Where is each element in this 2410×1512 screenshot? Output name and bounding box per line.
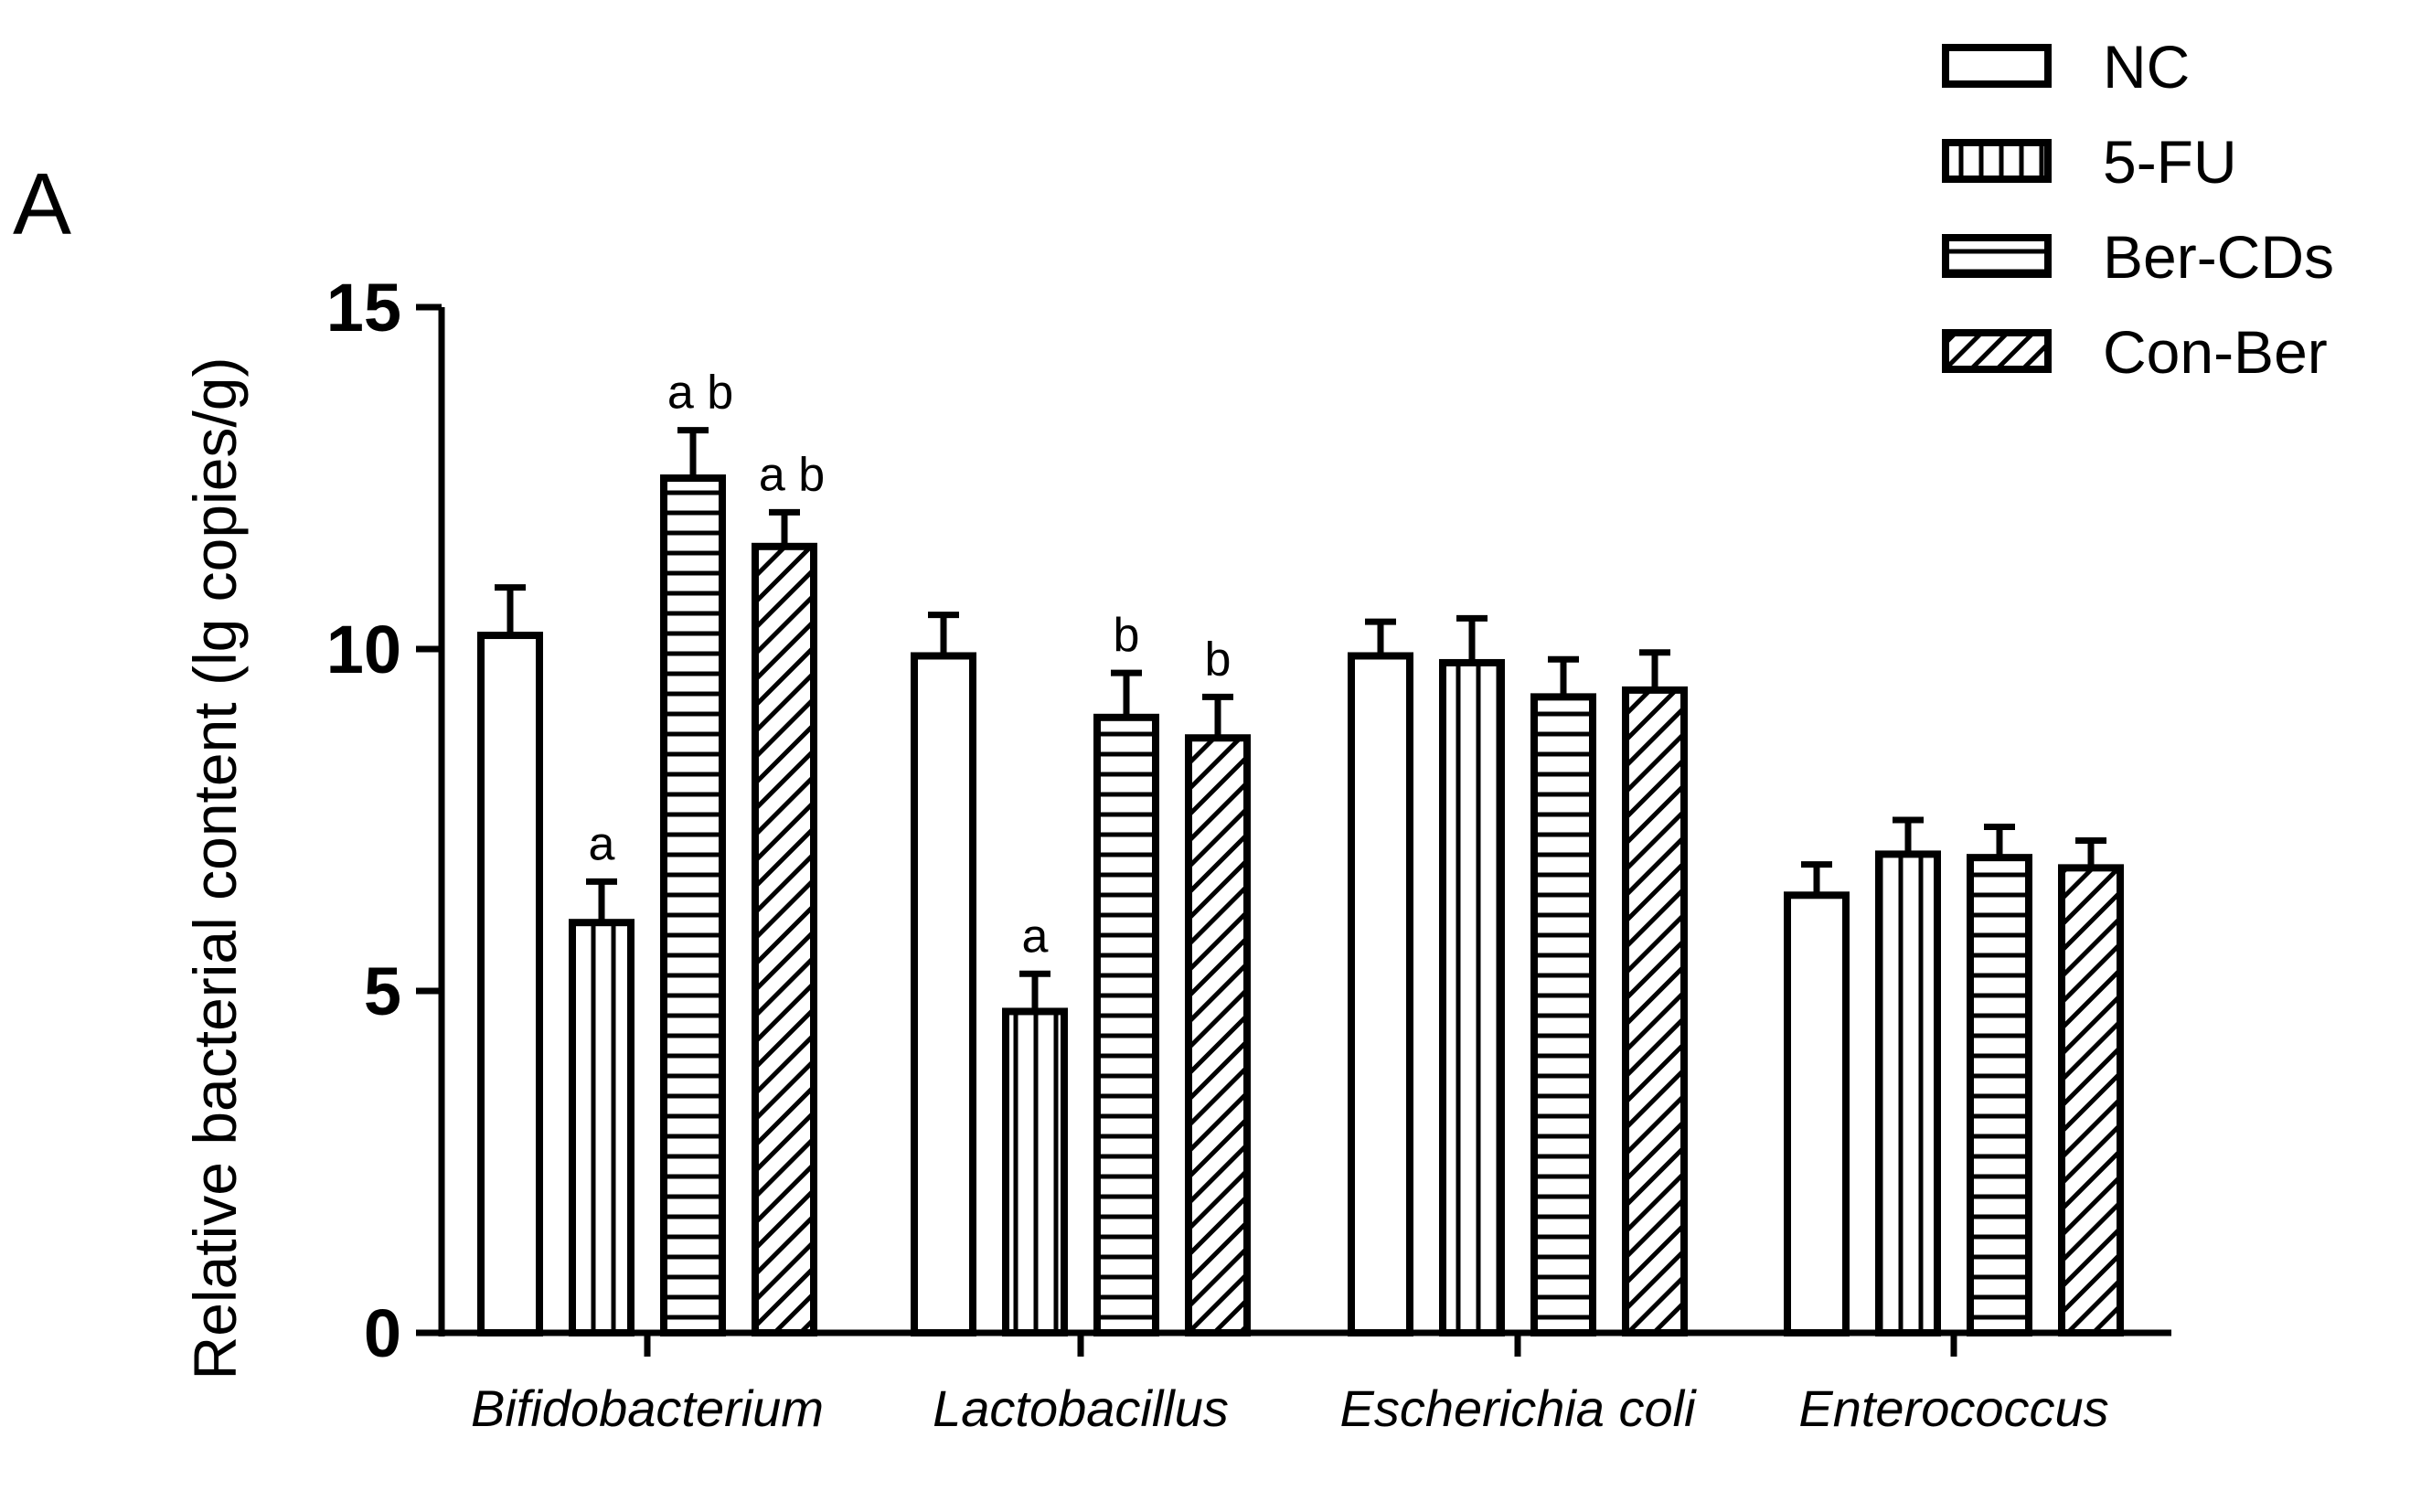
legend-label: Ber-CDs: [2103, 223, 2334, 291]
x-tick-label: Enterococcus: [1798, 1379, 2108, 1437]
bar: [1093, 713, 1159, 1336]
significance-label: a: [1022, 910, 1049, 963]
bar: [569, 919, 634, 1336]
bar: [911, 652, 976, 1336]
bar: [1185, 734, 1251, 1336]
bar: [752, 542, 817, 1336]
panel-label: A: [13, 155, 71, 253]
bar: [660, 474, 726, 1336]
significance-label: b: [1205, 633, 1232, 686]
legend-label: 5-FU: [2103, 128, 2237, 196]
x-tick-label: Lactobacillus: [933, 1379, 1229, 1437]
bar: [477, 632, 543, 1336]
y-tick-label: 5: [364, 953, 401, 1029]
bar: [1622, 686, 1688, 1336]
legend-label: Con-Ber: [2103, 318, 2328, 386]
x-tick-label: Bifidobacterium: [471, 1379, 824, 1437]
x-tick-label: Escherichia coli: [1339, 1379, 1697, 1437]
bar: [1348, 652, 1413, 1336]
bar: [1875, 850, 1941, 1336]
y-tick-label: 10: [326, 612, 401, 687]
bar: [1002, 1007, 1068, 1336]
significance-label: b: [1114, 609, 1140, 662]
bar: [1439, 658, 1505, 1336]
significance-label: a: [589, 817, 615, 870]
legend: NC 5-FU Ber-CDs Con-Ber: [1942, 33, 2334, 386]
significance-label: a b: [667, 367, 733, 420]
y-axis-label: Relative bacterial content (lg copies/g): [181, 357, 249, 1380]
plot-area: 0 5 10 15 Bifidobacterium a a b a b Lactobacillu…: [326, 270, 2171, 1437]
legend-swatch: [1942, 139, 2052, 183]
legend-label: NC: [2103, 33, 2190, 101]
legend-swatch: [1942, 329, 2052, 373]
significance-label: a b: [759, 448, 825, 501]
y-tick-label: 15: [326, 270, 401, 346]
bar: [2058, 864, 2124, 1336]
bar: [1784, 891, 1850, 1337]
bar: [1530, 693, 1596, 1336]
legend-swatch: [1942, 44, 2052, 88]
y-tick-label: 0: [364, 1295, 401, 1371]
legend-swatch: [1942, 234, 2052, 278]
bar: [1967, 854, 2032, 1336]
